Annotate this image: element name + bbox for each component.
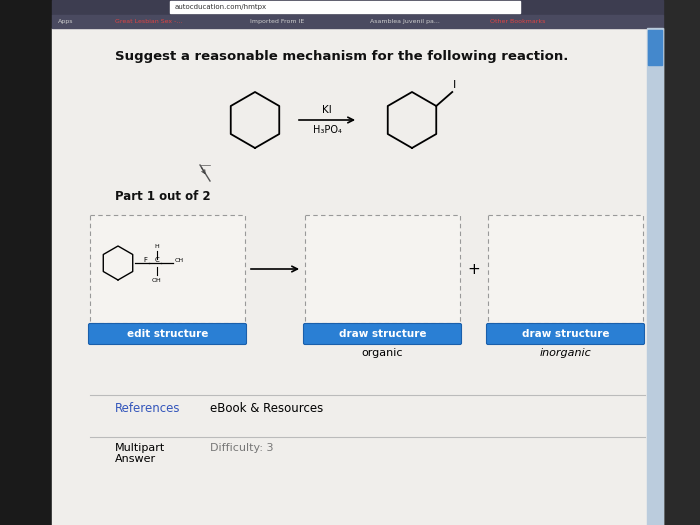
Text: Answer: Answer [115,454,156,464]
Text: Imported From IE: Imported From IE [250,19,304,24]
Text: Difficulty: 3: Difficulty: 3 [210,443,274,453]
Text: H: H [155,244,160,249]
FancyBboxPatch shape [304,323,461,344]
Text: eBook & Resources: eBook & Resources [210,402,323,415]
Bar [52,28,663,525]
Bar [0,0,52,525]
Text: draw structure: draw structure [522,329,609,339]
Bar [663,0,700,525]
Text: Other Bookmarks: Other Bookmarks [490,19,545,24]
Text: F: F [143,257,147,263]
Text: inorganic: inorganic [540,348,592,358]
Bar [647,28,663,525]
Text: organic: organic [362,348,403,358]
Text: References: References [115,402,181,415]
Text: Asamblea Juvenil pa...: Asamblea Juvenil pa... [370,19,440,24]
Bar [648,30,662,65]
Text: Great Lesbian Sex -...: Great Lesbian Sex -... [115,19,183,24]
Bar [52,15,663,28]
Text: Part 1 out of 2: Part 1 out of 2 [115,190,211,203]
FancyBboxPatch shape [88,323,246,344]
Text: CH: CH [175,258,184,264]
Text: Apps: Apps [58,19,74,24]
FancyBboxPatch shape [486,323,645,344]
Bar [52,0,663,15]
Text: +: + [468,261,480,277]
Text: C: C [155,257,160,263]
Text: H₃PO₄: H₃PO₄ [313,125,342,135]
Text: I: I [453,80,456,90]
Text: Suggest a reasonable mechanism for the following reaction.: Suggest a reasonable mechanism for the f… [115,50,568,63]
Bar [488,215,643,323]
Text: Multipart: Multipart [115,443,165,453]
Bar [305,215,460,323]
Bar [170,1,520,13]
Text: KI: KI [322,105,332,115]
Text: OH: OH [152,278,162,283]
Text: autocducation.com/hmtpx: autocducation.com/hmtpx [175,5,267,10]
Text: draw structure: draw structure [339,329,426,339]
Text: edit structure: edit structure [127,329,208,339]
Bar [90,215,245,323]
